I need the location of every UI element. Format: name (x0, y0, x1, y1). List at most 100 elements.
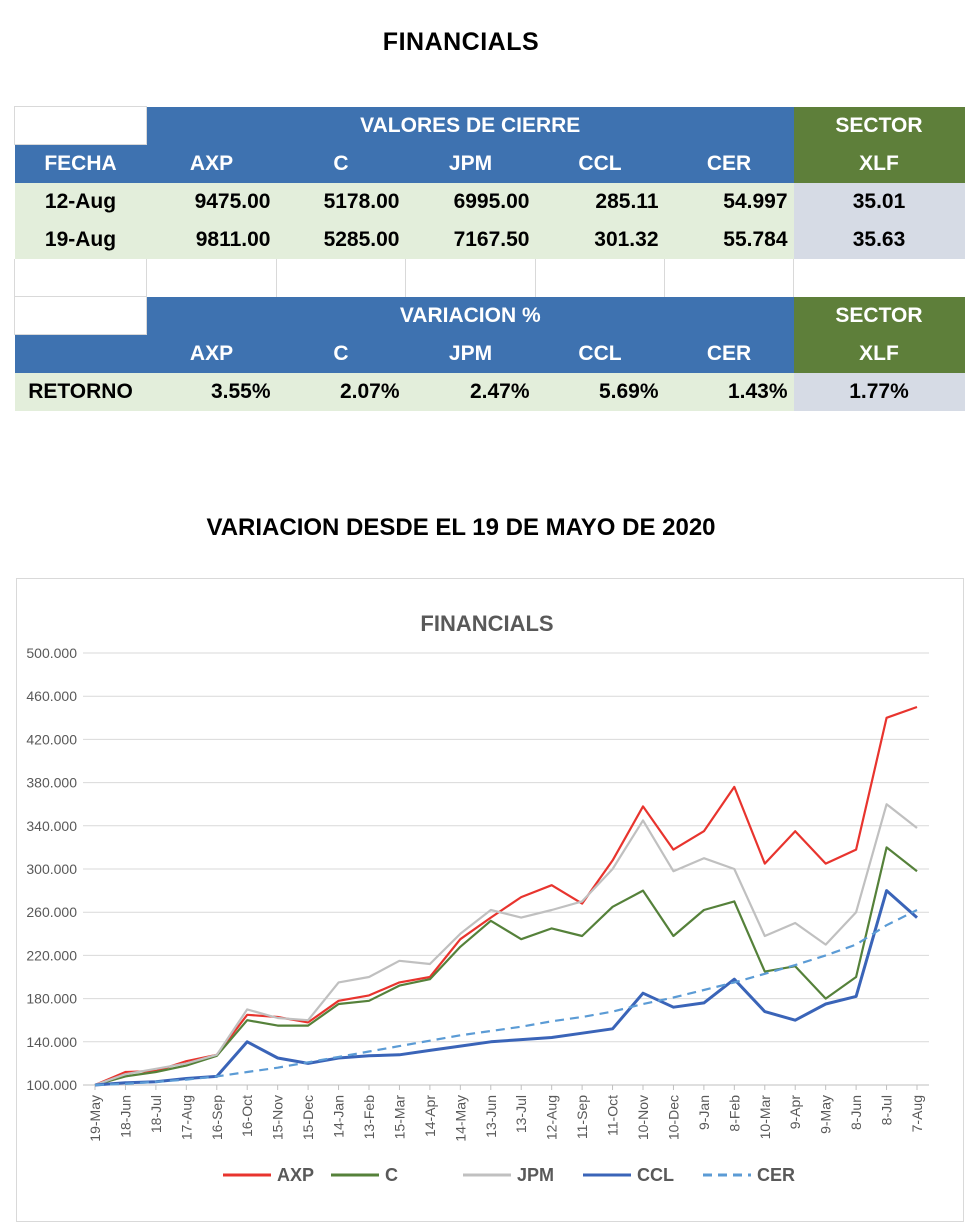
row-date: 12-Aug (44, 189, 117, 213)
y-tick-label: 420.000 (26, 731, 77, 747)
cell-xlf: 35.63 (793, 220, 965, 259)
series-line-jpm (94, 803, 918, 1087)
chart-section-title: VARIACION DESDE EL 19 DE MAYO DE 2020 (206, 514, 716, 541)
x-tick-label: 13-Jun (483, 1095, 499, 1138)
x-tick-label: 18-Jul (148, 1095, 164, 1133)
col-header-ccl: CCL (535, 144, 665, 183)
cell-xlf: 1.77% (793, 372, 965, 411)
col-header-jpm: JPM (405, 144, 536, 183)
row-date: 19-Aug (44, 227, 117, 251)
line-chart: FINANCIALS 100.000 140.000 180.000 220.000 2… (26, 611, 929, 1185)
cell-cer: 54.997 (723, 189, 788, 213)
x-tick-label: 7-Aug (909, 1095, 925, 1132)
series-line-axp (94, 705, 918, 1087)
x-tick-label: 14-May (452, 1095, 468, 1142)
cell-c: 5178.00 (323, 189, 400, 213)
chart-title: FINANCIALS (420, 611, 553, 636)
col-header-c: C (276, 334, 406, 373)
x-tick-label: 9-May (818, 1095, 834, 1134)
y-tick-label: 220.000 (26, 947, 77, 963)
cell-c: 2.07% (339, 379, 400, 403)
spacer-row (14, 258, 965, 297)
x-axis: 19-May 18-Jun 18-Jul 17-Aug 16-Sep 16-Oct 15-N… (87, 1085, 925, 1142)
table-row: RETORNO 3.55% 2.07% 2.47% 5.69% 1.43% 1.… (14, 372, 965, 411)
x-tick-label: 17-Aug (178, 1095, 194, 1140)
col-header-jpm: JPM (405, 334, 536, 373)
variation-group-header: VARIACION % (146, 296, 794, 335)
y-tick-label: 460.000 (26, 688, 77, 704)
x-tick-label: 15-Mar (391, 1095, 407, 1140)
x-tick-label: 11-Oct (605, 1095, 621, 1136)
page-title: FINANCIALS (382, 28, 540, 56)
y-tick-label: 180.000 (26, 991, 77, 1007)
cell-ccl: 301.32 (594, 227, 659, 251)
cell-ccl: 5.69% (598, 379, 659, 403)
chart-container: FINANCIALS 100.000 140.000 180.000 220.000 2… (16, 578, 964, 1222)
y-tick-label: 300.000 (26, 861, 77, 877)
y-tick-label: 380.000 (26, 775, 77, 791)
sector-header: SECTOR (793, 296, 965, 335)
cell-c: 5285.00 (323, 227, 400, 251)
x-tick-label: 8-Jun (848, 1095, 864, 1130)
cell-jpm: 2.47% (469, 379, 530, 403)
financials-tables: VALORES DE CIERRE SECTOR FECHA AXP C JPM… (14, 106, 968, 411)
x-tick-label: 10-Dec (665, 1095, 681, 1140)
cell-jpm: 6995.00 (453, 189, 530, 213)
x-tick-label: 9-Jan (696, 1095, 712, 1130)
y-tick-label: 500.000 (26, 645, 77, 661)
x-tick-label: 15-Nov (270, 1095, 286, 1140)
col-header-ccl: CCL (535, 334, 665, 373)
col-header-empty (14, 334, 147, 373)
cell-xlf: 35.01 (793, 182, 965, 221)
x-tick-label: 10-Nov (635, 1095, 651, 1140)
y-tick-label: 340.000 (26, 818, 77, 834)
x-tick-label: 11-Sep (574, 1095, 590, 1139)
cell-cer: 55.784 (723, 227, 788, 251)
x-tick-label: 15-Dec (300, 1095, 316, 1140)
cell-axp: 9811.00 (195, 227, 271, 251)
series-lines (94, 705, 918, 1087)
legend-label-cer: CER (757, 1165, 795, 1185)
col-header-fecha: FECHA (14, 144, 147, 183)
table2-corner (14, 296, 147, 335)
legend-label-c: C (385, 1165, 398, 1185)
y-tick-label: 140.000 (26, 1034, 77, 1050)
x-tick-label: 13-Jul (513, 1095, 529, 1133)
x-tick-label: 14-Jan (331, 1095, 347, 1138)
x-tick-label: 16-Oct (239, 1095, 255, 1137)
closing-values-table: VALORES DE CIERRE SECTOR FECHA AXP C JPM… (14, 106, 965, 411)
col-header-c: C (276, 144, 406, 183)
cell-cer: 1.43% (727, 379, 788, 403)
x-tick-label: 18-Jun (117, 1095, 133, 1138)
legend: AXP C JPM CCL CER (223, 1165, 795, 1185)
sector-header: SECTOR (793, 106, 965, 145)
closing-values-group-header: VALORES DE CIERRE (146, 106, 794, 145)
y-axis: 100.000 140.000 180.000 220.000 260.000 300.0… (26, 645, 77, 1093)
grid (83, 652, 929, 1086)
col-header-axp: AXP (146, 144, 277, 183)
x-tick-label: 19-May (87, 1095, 103, 1142)
table-row: 12-Aug 9475.00 5178.00 6995.00 285.11 54… (14, 182, 965, 221)
col-header-cer: CER (664, 144, 794, 183)
x-tick-label: 9-Apr (787, 1095, 803, 1130)
series-line-cer (94, 909, 918, 1087)
cell-axp: 9475.00 (194, 189, 271, 213)
series-line-ccl (94, 889, 918, 1087)
x-tick-label: 13-Feb (361, 1095, 377, 1140)
x-tick-label: 8-Feb (726, 1095, 742, 1132)
x-tick-label: 10-Mar (757, 1095, 773, 1140)
cell-ccl: 285.11 (595, 189, 659, 213)
x-tick-label: 14-Apr (422, 1095, 438, 1137)
col-header-cer: CER (664, 334, 794, 373)
cell-jpm: 7167.50 (453, 227, 530, 251)
legend-label-jpm: JPM (517, 1165, 554, 1185)
y-tick-label: 100.000 (26, 1077, 77, 1093)
cell-axp: 3.55% (210, 379, 271, 403)
x-tick-label: 8-Jul (879, 1095, 895, 1125)
y-tick-label: 260.000 (26, 904, 77, 920)
legend-label-axp: AXP (277, 1165, 314, 1185)
sector-sub-header: XLF (793, 144, 965, 183)
table1-corner (14, 106, 147, 145)
legend-label-ccl: CCL (637, 1165, 674, 1185)
row-label: RETORNO (28, 379, 133, 403)
